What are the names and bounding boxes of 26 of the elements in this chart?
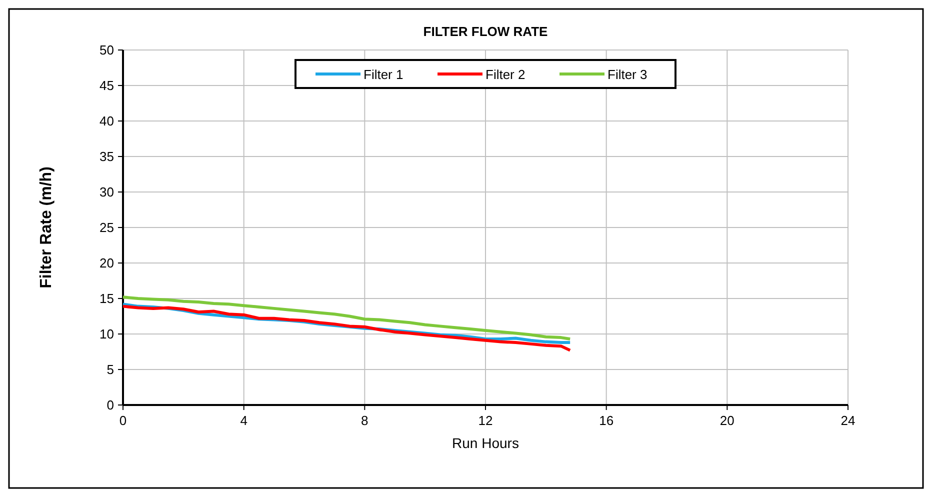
legend-label: Filter 1 — [364, 67, 404, 82]
x-tick-label: 8 — [361, 413, 368, 428]
legend-label: Filter 2 — [486, 67, 526, 82]
y-tick-label: 30 — [100, 184, 114, 200]
x-tick-label: 24 — [840, 413, 856, 428]
x-tick-label: 0 — [119, 413, 127, 428]
line-series — [122, 296, 572, 340]
x-axis-title: Run Hours — [452, 435, 519, 451]
chart-title: FILTER FLOW RATE — [423, 24, 548, 39]
y-axis-title: Filter Rate (m/h) — [38, 166, 55, 288]
y-tick-label: 5 — [106, 362, 114, 377]
y-tick-label: 40 — [100, 114, 114, 128]
y-tick-label: 35 — [100, 149, 114, 164]
y-tick-label: 25 — [100, 220, 114, 235]
y-tick-label: 10 — [100, 326, 114, 342]
y-tick-label: 15 — [100, 291, 114, 306]
x-tick-label: 16 — [599, 413, 614, 428]
y-tick-label: 45 — [100, 78, 114, 93]
x-tick-label: 4 — [240, 413, 248, 428]
y-tick-label: 0 — [106, 398, 114, 412]
x-tick-label: 12 — [478, 413, 493, 428]
y-tick-label: 50 — [100, 42, 114, 58]
y-tick-label: 20 — [100, 256, 114, 270]
x-tick-label: 20 — [720, 413, 734, 428]
legend-label: Filter 3 — [608, 67, 648, 82]
line-series — [122, 304, 572, 352]
